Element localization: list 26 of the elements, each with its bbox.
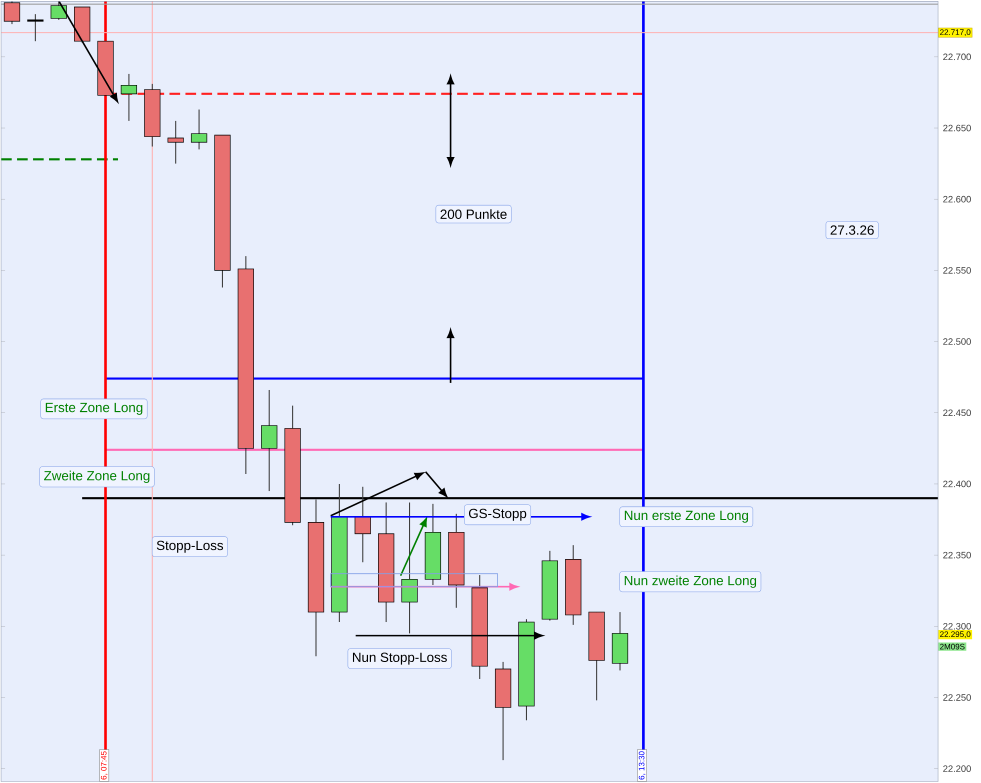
annotation: Stopp-Loss	[156, 540, 224, 553]
y-tick-label: 22.600	[943, 196, 971, 203]
candlestick	[261, 390, 278, 492]
y-tick-label: 22.400	[943, 480, 971, 488]
y-tick-label: 22.450	[943, 410, 971, 416]
candlestick	[168, 120, 184, 164]
candlestick	[120, 73, 138, 122]
candlestick	[190, 109, 208, 150]
y-tick-label: 22.650	[943, 124, 971, 132]
y-tick-label: 22.200	[943, 765, 971, 772]
y-tick-label: 22.550	[943, 267, 971, 274]
y-tick-label: 22.300	[943, 623, 971, 630]
annotation: Nun Stopp-Loss	[352, 652, 447, 665]
annotation: GS-Stopp	[468, 508, 526, 521]
annotation: 200 Punkte	[440, 209, 507, 220]
y-tick-label: 22.500	[943, 338, 971, 345]
y-tick-label: 22.700	[943, 54, 971, 60]
candlestick	[27, 14, 44, 42]
annotation: Nun zweite Zone Long	[624, 576, 756, 588]
annotation: Nun erste Zone Long	[624, 510, 748, 523]
y-tick-label: 22.350	[943, 552, 971, 559]
annotation: Erste Zone Long	[46, 403, 142, 415]
annotation: 27.3.26	[830, 225, 874, 235]
annotation: Zweite Zone Long	[44, 470, 150, 484]
y-tick-label: 22.250	[943, 694, 971, 701]
candlestick	[4, 0, 20, 25]
